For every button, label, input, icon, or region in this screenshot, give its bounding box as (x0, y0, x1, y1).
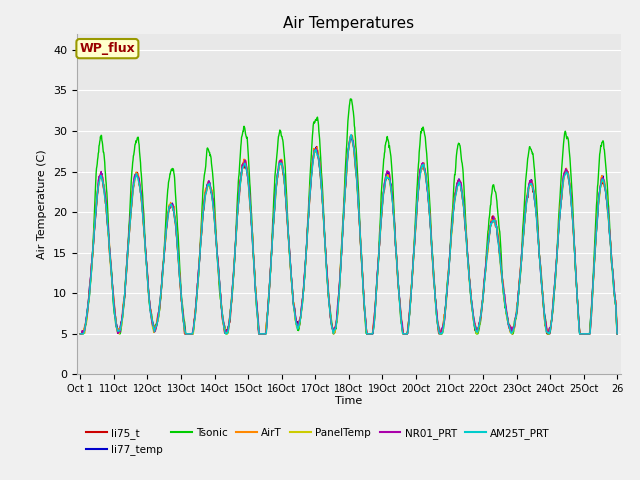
li77_temp (77, 331, 84, 336)
AM25T_PRT (140, 224, 148, 229)
Tsonic (304, 213, 312, 218)
NR01_PRT (613, 331, 621, 336)
Y-axis label: Air Temperature (C): Air Temperature (C) (37, 149, 47, 259)
PanelTemp (77, 331, 84, 336)
AM25T_PRT (348, 132, 355, 138)
AirT (304, 213, 312, 218)
Tsonic (613, 331, 621, 336)
Tsonic (347, 96, 355, 102)
li77_temp (140, 225, 148, 230)
Line: Tsonic: Tsonic (81, 99, 617, 334)
Line: AirT: AirT (81, 135, 617, 334)
AirT (140, 227, 148, 232)
Tsonic (325, 296, 333, 302)
li75_t (304, 218, 312, 224)
AM25T_PRT (613, 331, 621, 336)
PanelTemp (613, 331, 621, 336)
PanelTemp (118, 321, 126, 326)
NR01_PRT (325, 298, 333, 303)
li75_t (347, 133, 355, 139)
li77_temp (382, 171, 390, 177)
PanelTemp (304, 217, 312, 223)
NR01_PRT (140, 223, 148, 229)
li77_temp (118, 317, 126, 323)
li75_t (77, 331, 84, 336)
Legend: li75_t, li77_temp, Tsonic, AirT, PanelTemp, NR01_PRT, AM25T_PRT: li75_t, li77_temp, Tsonic, AirT, PanelTe… (82, 424, 554, 459)
AirT (316, 158, 323, 164)
Tsonic (118, 319, 126, 324)
NR01_PRT (316, 157, 323, 163)
li75_t (382, 175, 390, 180)
li75_t (140, 226, 148, 231)
AM25T_PRT (325, 299, 333, 305)
AM25T_PRT (77, 331, 84, 336)
NR01_PRT (77, 331, 84, 336)
li77_temp (613, 331, 621, 336)
NR01_PRT (118, 317, 126, 323)
AM25T_PRT (382, 174, 390, 180)
AirT (348, 132, 355, 138)
AirT (118, 319, 126, 325)
AirT (325, 294, 333, 300)
Tsonic (316, 132, 323, 138)
NR01_PRT (304, 216, 312, 222)
Text: WP_flux: WP_flux (79, 42, 135, 55)
Tsonic (382, 139, 390, 144)
PanelTemp (382, 176, 390, 181)
li77_temp (316, 163, 323, 169)
li77_temp (304, 219, 312, 225)
Title: Air Temperatures: Air Temperatures (284, 16, 414, 31)
X-axis label: Time: Time (335, 396, 362, 406)
Line: PanelTemp: PanelTemp (81, 135, 617, 334)
AM25T_PRT (118, 318, 126, 324)
li77_temp (348, 133, 355, 139)
AM25T_PRT (304, 219, 312, 225)
PanelTemp (325, 297, 333, 303)
NR01_PRT (382, 172, 390, 178)
li75_t (613, 331, 621, 336)
Tsonic (77, 331, 84, 336)
AirT (77, 331, 84, 336)
Line: li75_t: li75_t (81, 136, 617, 334)
Line: AM25T_PRT: AM25T_PRT (81, 135, 617, 334)
Line: li77_temp: li77_temp (81, 136, 617, 334)
PanelTemp (348, 132, 356, 138)
PanelTemp (140, 226, 148, 232)
li77_temp (325, 295, 333, 301)
AirT (613, 331, 621, 336)
PanelTemp (316, 160, 323, 166)
NR01_PRT (348, 132, 355, 138)
li75_t (316, 162, 323, 168)
li75_t (118, 317, 126, 323)
Tsonic (140, 210, 148, 216)
li75_t (325, 296, 333, 302)
AirT (382, 173, 390, 179)
Line: NR01_PRT: NR01_PRT (81, 135, 617, 334)
AM25T_PRT (316, 161, 323, 167)
